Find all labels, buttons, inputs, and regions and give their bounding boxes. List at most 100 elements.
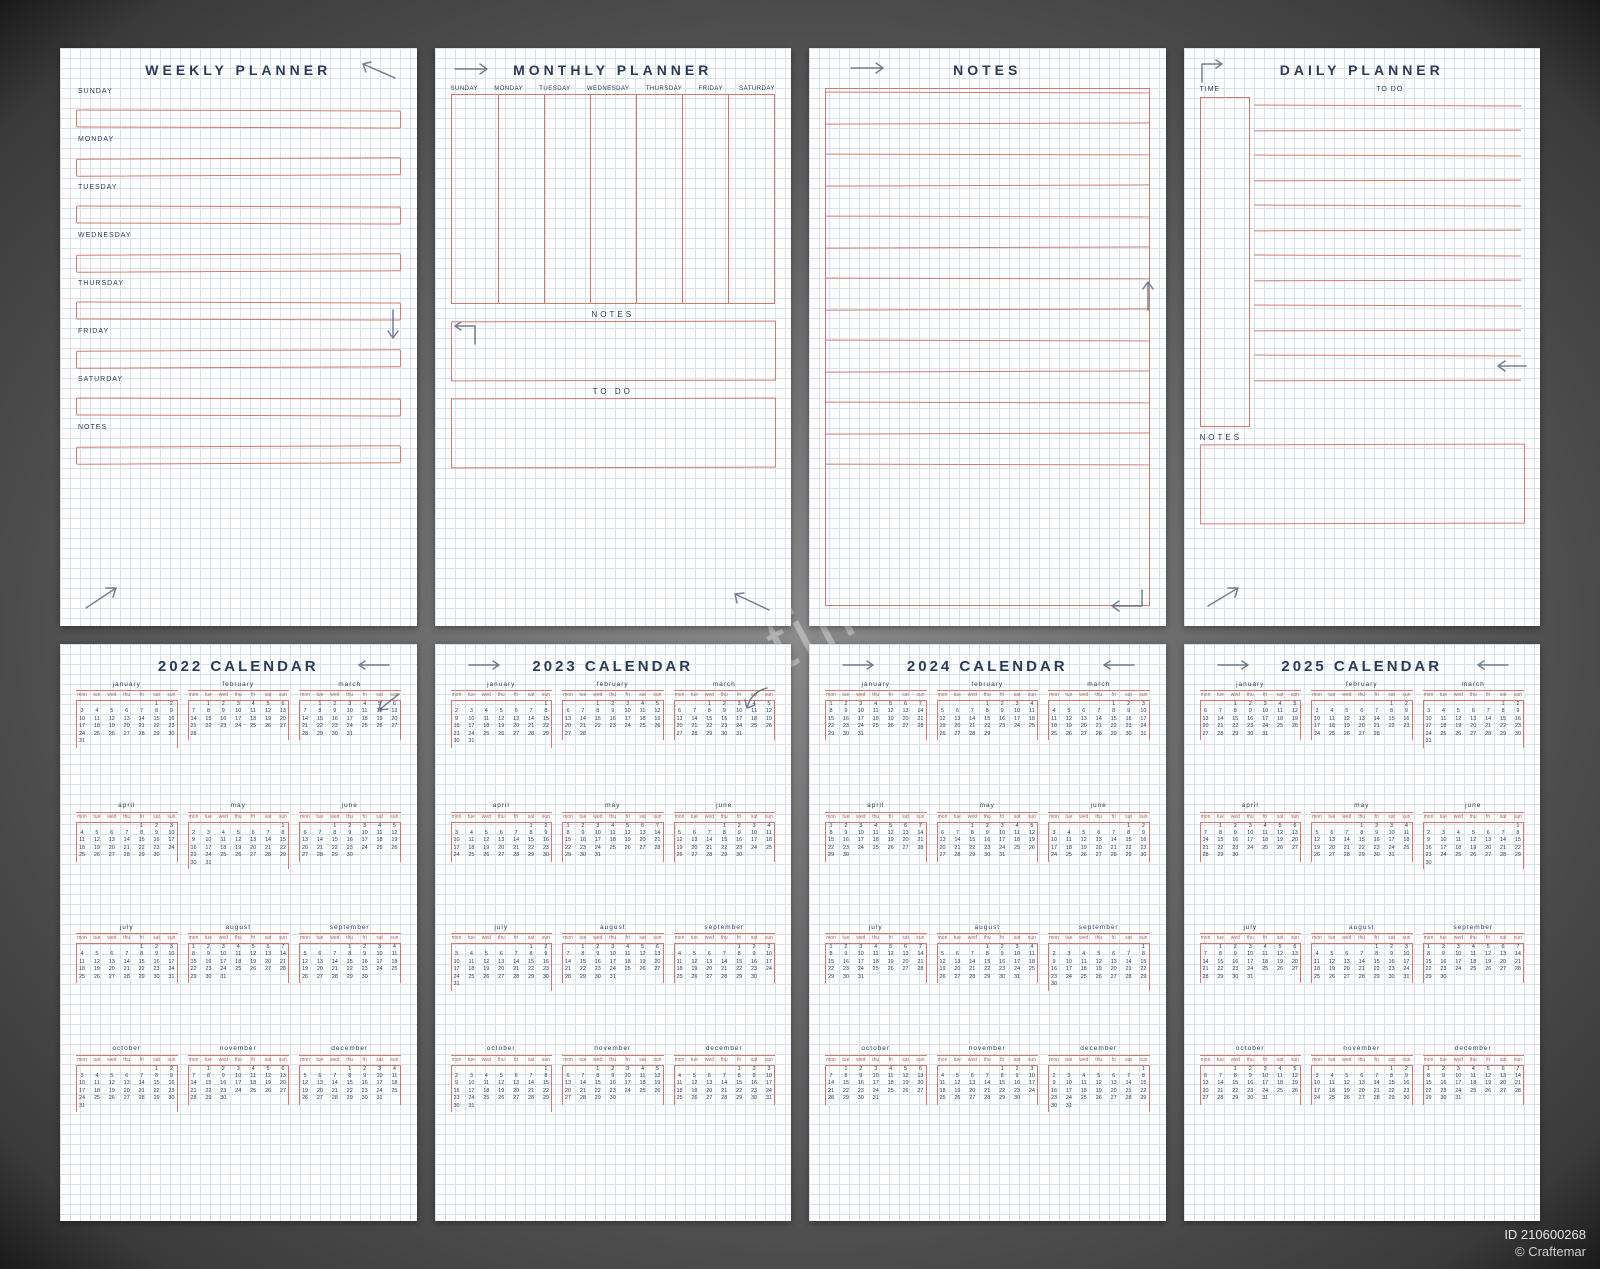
mini-month-week: 2930 [825,852,927,859]
mini-month-name: april [1200,802,1302,811]
mini-month: aprilmontuewedthufrisatsun12345678910111… [451,802,553,918]
mini-month-week: 252627282930 [674,974,776,981]
mini-month-week: 78910111213 [1200,830,1302,837]
mini-month-week: 9101112131415 [451,716,553,723]
mini-month-week: 12 [1048,823,1150,830]
doodle-arrow-icon [729,590,773,614]
mini-month-week: 1234 [937,944,1039,951]
mini-month-week: 1234567 [188,944,290,951]
mini-month: decembermontuewedthufrisatsun12345678910… [299,1045,401,1161]
mini-month-week: 78910111213 [299,708,401,715]
mini-month-dow: montuewedthufrisatsun [1048,933,1150,944]
mini-month-weeks: 1234567891011121314151617181920212223242… [1423,944,1525,983]
mini-month-name: december [299,1045,401,1054]
mini-month: januarymontuewedthufrisatsun123456789101… [1200,681,1302,797]
mini-month-week: 3456789 [76,708,178,715]
mini-month-name: june [1423,802,1525,811]
mini-month-week: 262728293031 [937,974,1039,981]
mini-month-week: 24252627282930 [1048,852,1150,859]
mini-month-week: 11121314151617 [76,959,178,966]
doodle-arrow-icon [383,308,403,344]
mini-month-dow: montuewedthufrisatsun [937,933,1039,944]
doodle-arrow-icon [355,58,399,82]
doodle-arrow-icon [849,60,889,76]
year-grid: januarymontuewedthufrisatsun123456789101… [825,681,1150,1161]
mini-month-name: october [76,1045,178,1054]
mini-month-week: 13141516171819 [562,1080,664,1087]
mini-month: maymontuewedthufrisatsun1234567891011121… [562,802,664,918]
weekly-day-label: SUNDAY [78,88,113,95]
mini-month-week: 1 [1048,1066,1150,1073]
mini-month-name: august [562,924,664,933]
mini-month-dow: montuewedthufrisatsun [1048,812,1150,823]
mini-month-week: 14151617181920 [188,1080,290,1087]
monthly-col-label: SUNDAY [451,86,479,92]
mini-month-week: 567891011 [937,951,1039,958]
weekly-day-row: SATURDAY [76,374,401,420]
mini-month-week: 31 [76,738,178,745]
mini-month-week: 27282930 [299,852,401,859]
weekly-rule-line [76,109,401,128]
mini-month-dow: montuewedthufrisatsun [825,933,927,944]
mini-month-week: 22232425262728 [1423,1088,1525,1095]
mini-month-dow: montuewedthufrisatsun [1048,690,1150,701]
daily-todo-lines [1250,97,1525,427]
mini-month: junemontuewedthufrisatsun123456789101112… [674,802,776,918]
mini-month-name: july [451,924,553,933]
mini-month-weeks: 1234567891011121314151617181920212223242… [562,701,664,740]
doodle-arrow-icon [1198,58,1226,86]
mini-month-week: 12345 [562,701,664,708]
mini-month-name: july [1200,924,1302,933]
mini-month: aprilmontuewedthufrisatsun12345678910111… [76,802,178,918]
mini-month-week: 24252627282930 [76,731,178,738]
mini-month-week: 11121314151617 [937,1080,1039,1087]
mini-month-week: 24252627282930 [1311,1095,1413,1102]
mini-month-week: 45678910 [937,1073,1039,1080]
mini-month: junemontuewedthufrisatsun123456789101112… [299,802,401,918]
mini-month-week: 21222324252627 [299,723,401,730]
mini-month-dow: montuewedthufrisatsun [937,690,1039,701]
mini-month-week: 1234 [299,1066,401,1073]
mini-month: septembermontuewedthufrisatsun1234567891… [1423,924,1525,1040]
mini-month-dow: montuewedthufrisatsun [1423,1055,1525,1066]
year-grid: januarymontuewedthufrisatsun123456789101… [451,681,776,1161]
mini-month-week: 22232425262728 [188,966,290,973]
mini-month-dow: montuewedthufrisatsun [451,812,553,823]
mini-month-week: 23242526272829 [1423,852,1525,859]
mini-month: octobermontuewedthufrisatsun123456789101… [1200,1045,1302,1161]
mini-month: octobermontuewedthufrisatsun123456789101… [76,1045,178,1161]
daily-todo-line [1253,155,1520,157]
mini-month: marchmontuewedthufrisatsun12345678910111… [1048,681,1150,797]
weekly-rule-line [76,253,401,272]
mini-month: novembermontuewedthufrisatsun12345678910… [937,1045,1039,1161]
weekly-day-row: THURSDAY [76,278,401,324]
mini-month-week: 23242526272829 [1048,974,1150,981]
mini-month: aprilmontuewedthufrisatsun12345678910111… [1200,802,1302,918]
doodle-arrow-icon [1106,586,1146,612]
mini-month-week: 252627282930 [76,852,178,859]
mini-month-dow: montuewedthufrisatsun [1200,933,1302,944]
monthly-col-divider [682,95,683,303]
mini-month-week: 78910111213 [188,1073,290,1080]
mini-month-name: may [937,802,1039,811]
mini-month-week: 23242526272829 [451,731,553,738]
weekly-title: WEEKLY PLANNER [76,62,401,78]
mini-month-week: 123456 [188,1066,290,1073]
mini-month-name: july [825,924,927,933]
weekly-day-label: NOTES [78,424,107,431]
mini-month-week: 15161718192021 [825,716,927,723]
mini-month-week: 21222324252627 [562,966,664,973]
mini-month-name: december [1423,1045,1525,1054]
mini-month-week: 123 [937,1066,1039,1073]
mini-month-weeks: 1234567891011121314151617181920212223242… [1423,823,1525,870]
mini-month-name: august [188,924,290,933]
mini-month-weeks: 1234567891011121314151617181920212223242… [299,944,401,983]
mini-month-week: 293031 [188,974,290,981]
mini-month-week: 1234567 [825,701,927,708]
mini-month-week: 19202122232425 [937,723,1039,730]
mini-month-week: 1 [188,823,290,830]
mini-month-dow: montuewedthufrisatsun [562,812,664,823]
mini-month-weeks: 1234567891011121314151617181920212223242… [188,944,290,983]
mini-month-name: february [1311,681,1413,690]
mini-month-week: 293031 [562,852,664,859]
